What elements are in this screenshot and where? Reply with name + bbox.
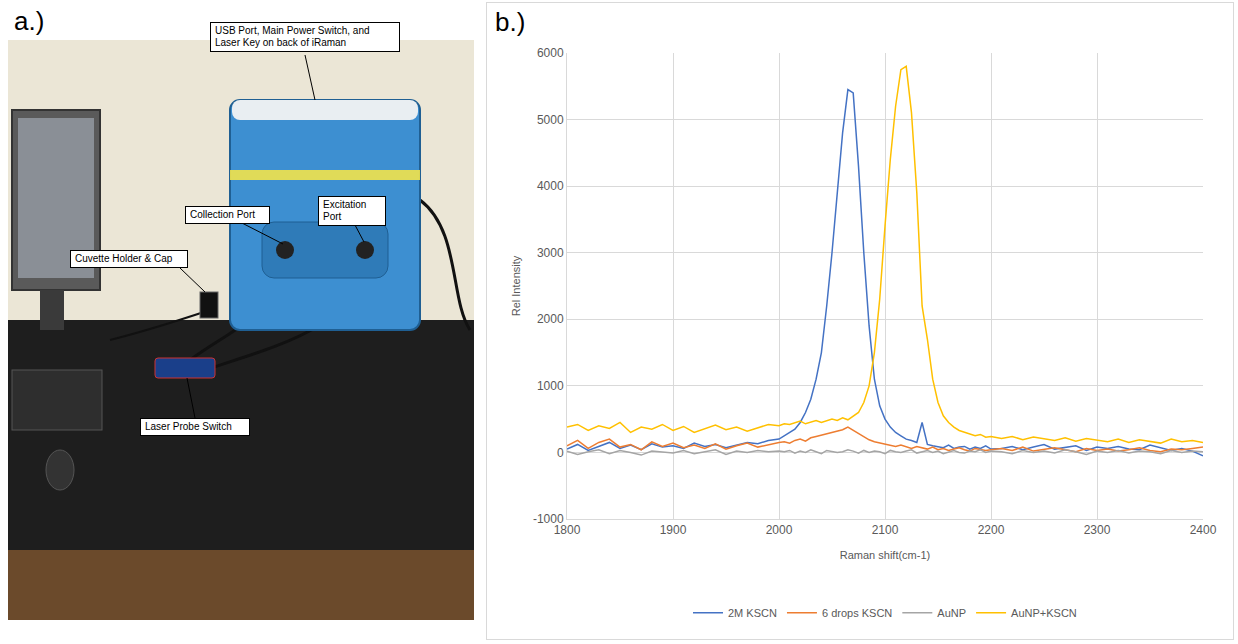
svg-text:6 drops KSCN: 6 drops KSCN <box>822 607 892 619</box>
svg-text:4000: 4000 <box>537 179 564 193</box>
svg-text:2300: 2300 <box>1084 523 1111 537</box>
svg-text:-1000: -1000 <box>533 512 564 526</box>
svg-text:2100: 2100 <box>872 523 899 537</box>
html-text:Cuvette Holder & Cap: Cuvette Holder & Cap <box>75 253 173 264</box>
html-text:Excitation Port: Excitation Port <box>323 199 367 222</box>
html-text:b.): b.) <box>495 7 526 37</box>
svg-text:6000: 6000 <box>537 46 564 60</box>
svg-text:5000: 5000 <box>537 113 564 127</box>
svg-text:AuNP+KSCN: AuNP+KSCN <box>1011 607 1077 619</box>
svg-text:1000: 1000 <box>537 379 564 393</box>
svg-text:3000: 3000 <box>537 246 564 260</box>
svg-text:2M KSCN: 2M KSCN <box>728 607 777 619</box>
html-text:Collection Port: Collection Port <box>190 209 255 220</box>
html-text:Laser Probe Switch: Laser Probe Switch <box>145 421 232 432</box>
svg-text:0: 0 <box>557 446 564 460</box>
svg-text:2400: 2400 <box>1190 523 1217 537</box>
svg-text:1800: 1800 <box>554 523 581 537</box>
svg-text:Rel Intensity: Rel Intensity <box>510 255 522 316</box>
svg-text:AuNP: AuNP <box>937 607 966 619</box>
html-text:a.): a.) <box>14 6 45 36</box>
svg-text:2200: 2200 <box>978 523 1005 537</box>
svg-text:Raman shift(cm-1): Raman shift(cm-1) <box>840 549 930 561</box>
svg-text:1900: 1900 <box>660 523 687 537</box>
svg-text:2000: 2000 <box>537 312 564 326</box>
html-text:USB Port, Main Power Switch, a: USB Port, Main Power Switch, and Laser K… <box>215 25 370 48</box>
svg-text:2000: 2000 <box>766 523 793 537</box>
